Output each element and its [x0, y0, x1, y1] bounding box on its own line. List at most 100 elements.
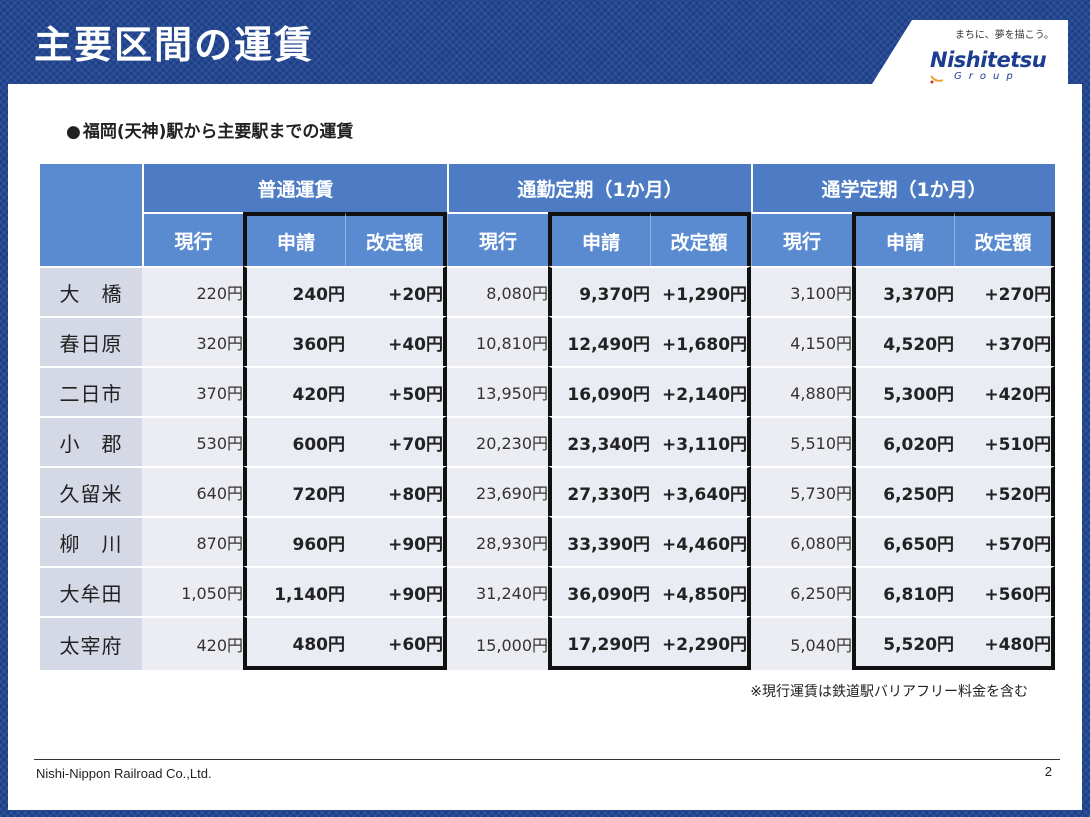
group-header-commuter: 通勤定期（1か月）	[447, 164, 752, 212]
station-name: 大 橋	[40, 266, 142, 316]
table-row: 太宰府 420円 480円 +60円 15,000円 17,290円 +2,29…	[40, 616, 1056, 670]
regular-current: 530円	[142, 416, 243, 466]
regular-diff: +40円	[345, 316, 448, 366]
regular-current: 220円	[142, 266, 243, 316]
bullet-icon: ●	[66, 122, 81, 142]
col-header-current: 現行	[447, 212, 549, 266]
student-diff: +420円	[954, 366, 1056, 416]
regular-diff: +20円	[345, 266, 448, 316]
student-diff: +570円	[954, 516, 1056, 566]
regular-applied: 960円	[243, 516, 345, 566]
section-subtitle: ● 福岡(天神)駅から主要駅までの運賃	[66, 117, 353, 142]
commuter-diff: +4,460円	[650, 516, 752, 566]
commuter-diff: +4,850円	[650, 566, 752, 616]
group-header-regular: 普通運賃	[142, 164, 448, 212]
regular-diff: +90円	[345, 516, 448, 566]
regular-diff: +50円	[345, 366, 448, 416]
student-applied: 6,250円	[852, 466, 955, 516]
table-row: 春日原 320円 360円 +40円 10,810円 12,490円 +1,68…	[40, 316, 1056, 366]
station-name: 久留米	[40, 466, 142, 516]
commuter-applied: 12,490円	[548, 316, 651, 366]
commuter-applied: 36,090円	[548, 566, 651, 616]
student-current: 3,100円	[751, 266, 853, 316]
commuter-current: 28,930円	[447, 516, 549, 566]
column-header-row: 現行 申請 改定額 現行 申請 改定額 現行 申請 改定額	[40, 212, 1056, 266]
regular-applied: 720円	[243, 466, 345, 516]
student-current: 6,080円	[751, 516, 853, 566]
station-name: 柳 川	[40, 516, 142, 566]
regular-diff: +60円	[345, 616, 448, 670]
student-applied: 5,300円	[852, 366, 955, 416]
commuter-applied: 33,390円	[548, 516, 651, 566]
footnote: ※現行運賃は鉄道駅バリアフリー料金を含む	[750, 684, 1028, 700]
table-row: 久留米 640円 720円 +80円 23,690円 27,330円 +3,64…	[40, 466, 1056, 516]
page-title: 主要区間の運賃	[34, 23, 315, 67]
col-header-diff: 改定額	[345, 212, 448, 266]
regular-applied: 360円	[243, 316, 345, 366]
student-current: 6,250円	[751, 566, 853, 616]
regular-current: 420円	[142, 616, 243, 670]
commuter-diff: +2,140円	[650, 366, 752, 416]
student-diff: +480円	[954, 616, 1056, 670]
regular-current: 320円	[142, 316, 243, 366]
commuter-diff: +1,290円	[650, 266, 752, 316]
regular-current: 640円	[142, 466, 243, 516]
corner-cell	[40, 164, 142, 266]
regular-applied: 240円	[243, 266, 345, 316]
commuter-current: 23,690円	[447, 466, 549, 516]
logo-group: Group	[954, 71, 1020, 82]
commuter-diff: +2,290円	[650, 616, 752, 670]
col-header-applied: 申請	[548, 212, 651, 266]
student-current: 4,150円	[751, 316, 853, 366]
table-row: 小 郡 530円 600円 +70円 20,230円 23,340円 +3,11…	[40, 416, 1056, 466]
commuter-applied: 23,340円	[548, 416, 651, 466]
student-diff: +270円	[954, 266, 1056, 316]
table-row: 二日市 370円 420円 +50円 13,950円 16,090円 +2,14…	[40, 366, 1056, 416]
col-header-applied: 申請	[852, 212, 955, 266]
regular-diff: +90円	[345, 566, 448, 616]
commuter-current: 8,080円	[447, 266, 549, 316]
station-name: 小 郡	[40, 416, 142, 466]
regular-applied: 480円	[243, 616, 345, 670]
student-current: 5,730円	[751, 466, 853, 516]
group-header-student: 通学定期（1か月）	[751, 164, 1056, 212]
regular-current: 870円	[142, 516, 243, 566]
student-applied: 6,810円	[852, 566, 955, 616]
student-diff: +510円	[954, 416, 1056, 466]
student-applied: 6,020円	[852, 416, 955, 466]
footer-divider	[34, 759, 1060, 760]
commuter-current: 10,810円	[447, 316, 549, 366]
student-applied: 6,650円	[852, 516, 955, 566]
col-header-current: 現行	[142, 212, 243, 266]
commuter-diff: +3,110円	[650, 416, 752, 466]
col-header-diff: 改定額	[954, 212, 1056, 266]
student-applied: 4,520円	[852, 316, 955, 366]
page-number: 2	[1044, 764, 1052, 779]
fare-table: 普通運賃 通勤定期（1か月） 通学定期（1か月） 現行 申請 改定額 現行 申請…	[40, 164, 1056, 670]
commuter-current: 20,230円	[447, 416, 549, 466]
station-name: 二日市	[40, 366, 142, 416]
commuter-applied: 17,290円	[548, 616, 651, 670]
commuter-current: 31,240円	[447, 566, 549, 616]
company-name: Nishi-Nippon Railroad Co.,Ltd.	[36, 766, 212, 781]
subtitle-text: 福岡(天神)駅から主要駅までの運賃	[82, 122, 354, 142]
commuter-applied: 16,090円	[548, 366, 651, 416]
col-header-applied: 申請	[243, 212, 345, 266]
station-name: 太宰府	[40, 616, 142, 670]
student-diff: +560円	[954, 566, 1056, 616]
student-current: 4,880円	[751, 366, 853, 416]
commuter-current: 15,000円	[447, 616, 549, 670]
regular-applied: 1,140円	[243, 566, 345, 616]
commuter-current: 13,950円	[447, 366, 549, 416]
group-header-row: 普通運賃 通勤定期（1か月） 通学定期（1か月）	[40, 164, 1056, 266]
table-row: 柳 川 870円 960円 +90円 28,930円 33,390円 +4,46…	[40, 516, 1056, 566]
logo-brand: Nishitetsu	[930, 48, 1047, 72]
station-name: 春日原	[40, 316, 142, 366]
student-diff: +520円	[954, 466, 1056, 516]
table-row: 大 橋 220円 240円 +20円 8,080円 9,370円 +1,290円…	[40, 266, 1056, 316]
student-current: 5,040円	[751, 616, 853, 670]
student-applied: 3,370円	[852, 266, 955, 316]
regular-applied: 600円	[243, 416, 345, 466]
regular-diff: +70円	[345, 416, 448, 466]
company-logo: まちに、夢を描こう。 Nishitetsu Group	[872, 20, 1068, 84]
